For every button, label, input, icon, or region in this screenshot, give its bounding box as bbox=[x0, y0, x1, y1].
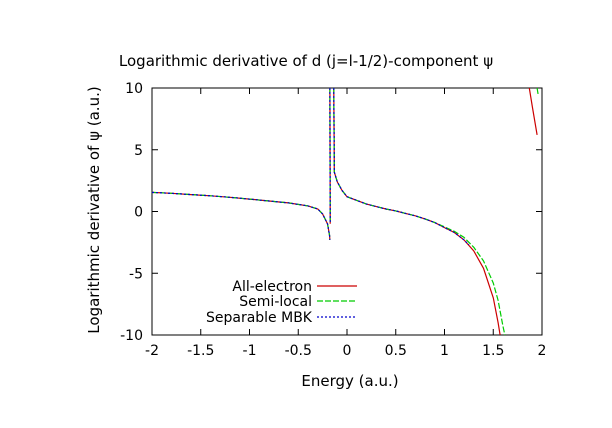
legend-label: Separable MBK bbox=[206, 310, 313, 326]
series-line-all-electron bbox=[333, 88, 501, 335]
y-tick-label: -5 bbox=[129, 266, 143, 282]
y-tick-label: -10 bbox=[120, 328, 143, 344]
series-line-semi-local bbox=[333, 88, 506, 335]
x-axis-label: Energy (a.u.) bbox=[301, 372, 399, 390]
x-tick-label: -1 bbox=[243, 343, 257, 359]
series-line-semi-local bbox=[152, 191, 331, 240]
x-tick-label: 0 bbox=[343, 343, 352, 359]
y-tick-label: 0 bbox=[134, 205, 143, 221]
x-tick-label: 2 bbox=[538, 343, 547, 359]
series-line-all-electron bbox=[528, 88, 538, 135]
series-line-all-electron bbox=[152, 191, 331, 240]
series-line-semi-local bbox=[536, 88, 539, 95]
x-tick-label: -2 bbox=[145, 343, 159, 359]
y-tick-label: 10 bbox=[125, 81, 143, 97]
plot-frame bbox=[151, 87, 543, 336]
y-tick-label: 5 bbox=[134, 143, 143, 159]
x-tick-label: 1 bbox=[440, 343, 449, 359]
x-tick-label: 0.5 bbox=[385, 343, 407, 359]
x-tick-label: -1.5 bbox=[187, 343, 214, 359]
chart-title: Logarithmic derivative of d (j=l-1/2)-co… bbox=[118, 52, 494, 70]
series-line-separable-mbk bbox=[333, 88, 470, 246]
legend-label: Semi-local bbox=[239, 294, 312, 310]
series-line-separable-mbk bbox=[152, 191, 331, 240]
legend-label: All-electron bbox=[232, 279, 312, 295]
x-tick-label: -0.5 bbox=[285, 343, 312, 359]
x-tick-label: 1.5 bbox=[482, 343, 504, 359]
